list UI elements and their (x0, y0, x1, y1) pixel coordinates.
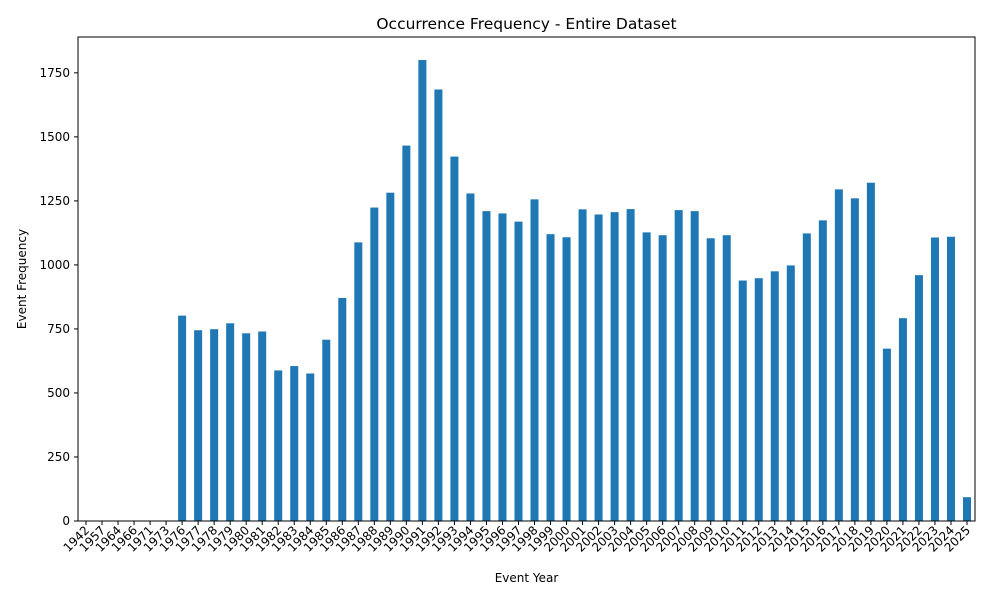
bar-1979 (226, 323, 235, 521)
bar-2002 (594, 214, 603, 521)
bar-2004 (626, 209, 635, 522)
bar-1998 (530, 199, 539, 521)
bar-2003 (610, 212, 619, 521)
bar-2022 (914, 275, 923, 521)
bar-1978 (210, 329, 219, 521)
bar-1983 (290, 366, 299, 521)
bar-1988 (370, 207, 379, 522)
chart-title: Occurrence Frequency - Entire Dataset (376, 15, 676, 33)
bar-1993 (450, 156, 459, 521)
bar-1987 (354, 242, 363, 522)
bar-1997 (514, 221, 523, 522)
bar-2018 (850, 198, 859, 522)
y-tick-label: 250 (47, 450, 70, 464)
bar-1999 (546, 234, 555, 521)
bar-1985 (322, 339, 331, 521)
bar-1989 (386, 192, 395, 522)
bar-2025 (962, 497, 971, 521)
bar-2011 (738, 280, 747, 521)
bar-2006 (658, 235, 667, 521)
bar-1981 (258, 331, 267, 521)
bar-1976 (178, 315, 187, 521)
bar-2010 (722, 235, 731, 521)
bar-2021 (898, 318, 907, 521)
bar-2001 (578, 209, 587, 521)
bar-2008 (690, 211, 699, 521)
y-tick-label: 1250 (39, 194, 70, 208)
bar-1982 (274, 370, 283, 521)
bar-1984 (306, 373, 315, 521)
y-axis: 0 250 500 750 1000 1250 1500 1750 (39, 66, 78, 528)
bar-2014 (786, 265, 795, 521)
bar-2012 (754, 278, 763, 521)
bar-1991 (418, 60, 427, 522)
y-tick-label: 500 (47, 386, 70, 400)
bar-1990 (402, 145, 411, 521)
y-tick-label: 750 (47, 322, 70, 336)
bars-group (82, 60, 971, 522)
bar-2007 (674, 210, 683, 521)
y-tick-label: 0 (62, 514, 70, 528)
x-axis: 1942195719641966197119731976197719781979… (61, 521, 973, 555)
bar-2019 (866, 182, 875, 522)
bar-2024 (946, 236, 955, 521)
y-axis-label: Event Frequency (15, 229, 29, 329)
bar-1995 (482, 211, 491, 521)
bar-2005 (642, 232, 651, 522)
bar-1992 (434, 89, 443, 522)
bar-2000 (562, 237, 571, 522)
bar-1980 (242, 333, 251, 521)
bar-2017 (834, 189, 843, 522)
bar-2023 (930, 237, 939, 521)
y-tick-label: 1500 (39, 130, 70, 144)
plot-frame (77, 36, 976, 522)
bar-2020 (882, 348, 891, 521)
bar-2016 (818, 220, 827, 521)
bar-1994 (466, 193, 475, 522)
x-axis-label: Event Year (495, 571, 559, 585)
bar-2013 (770, 271, 779, 521)
bar-1986 (338, 297, 347, 521)
y-tick-label: 1750 (39, 66, 70, 80)
bar-2009 (706, 238, 715, 522)
bar-2015 (802, 233, 811, 521)
bar-1977 (194, 330, 203, 521)
y-tick-label: 1000 (39, 258, 70, 272)
bar-1996 (498, 213, 507, 521)
